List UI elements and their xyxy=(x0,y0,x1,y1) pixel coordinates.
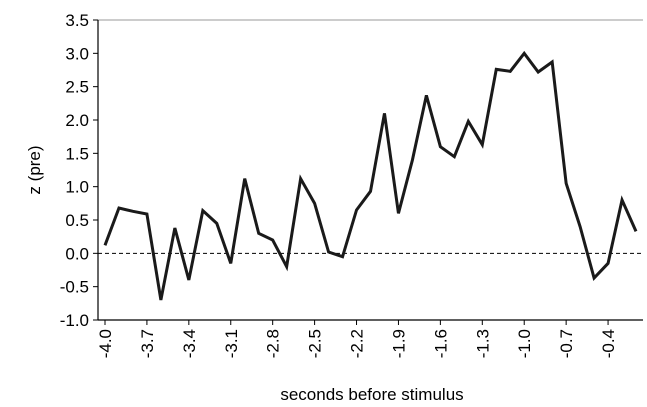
y-tick-label: 3.5 xyxy=(65,11,89,30)
y-tick-label: 3.0 xyxy=(65,44,89,63)
x-tick-label: -0.7 xyxy=(557,329,576,358)
y-tick-label: -0.5 xyxy=(60,278,89,297)
y-tick-label: 1.5 xyxy=(65,144,89,163)
x-tick-label: -1.6 xyxy=(431,329,450,358)
x-tick-label: -1.9 xyxy=(389,329,408,358)
y-tick-label: 0.0 xyxy=(65,244,89,263)
x-tick-label: -0.4 xyxy=(599,329,618,358)
y-tick-label: 1.0 xyxy=(65,178,89,197)
x-tick-label: -3.7 xyxy=(138,329,157,358)
x-tick-label: -3.4 xyxy=(180,329,199,358)
y-tick-label: -1.0 xyxy=(60,311,89,330)
x-tick-label: -1.0 xyxy=(515,329,534,358)
x-tick-label: -3.1 xyxy=(222,329,241,358)
x-tick-label: -1.3 xyxy=(473,329,492,358)
x-tick-label: -2.2 xyxy=(348,329,367,358)
y-axis-label: z (pre) xyxy=(25,145,44,194)
y-tick-label: 0.5 xyxy=(65,211,89,230)
x-tick-label: -4.0 xyxy=(96,329,115,358)
data-line xyxy=(103,50,638,301)
y-tick-label: 2.5 xyxy=(65,78,89,97)
x-tick-label: -2.5 xyxy=(306,329,325,358)
x-axis-label: seconds before stimulus xyxy=(280,385,463,404)
x-tick-label: -2.8 xyxy=(264,329,283,358)
y-tick-label: 2.0 xyxy=(65,111,89,130)
